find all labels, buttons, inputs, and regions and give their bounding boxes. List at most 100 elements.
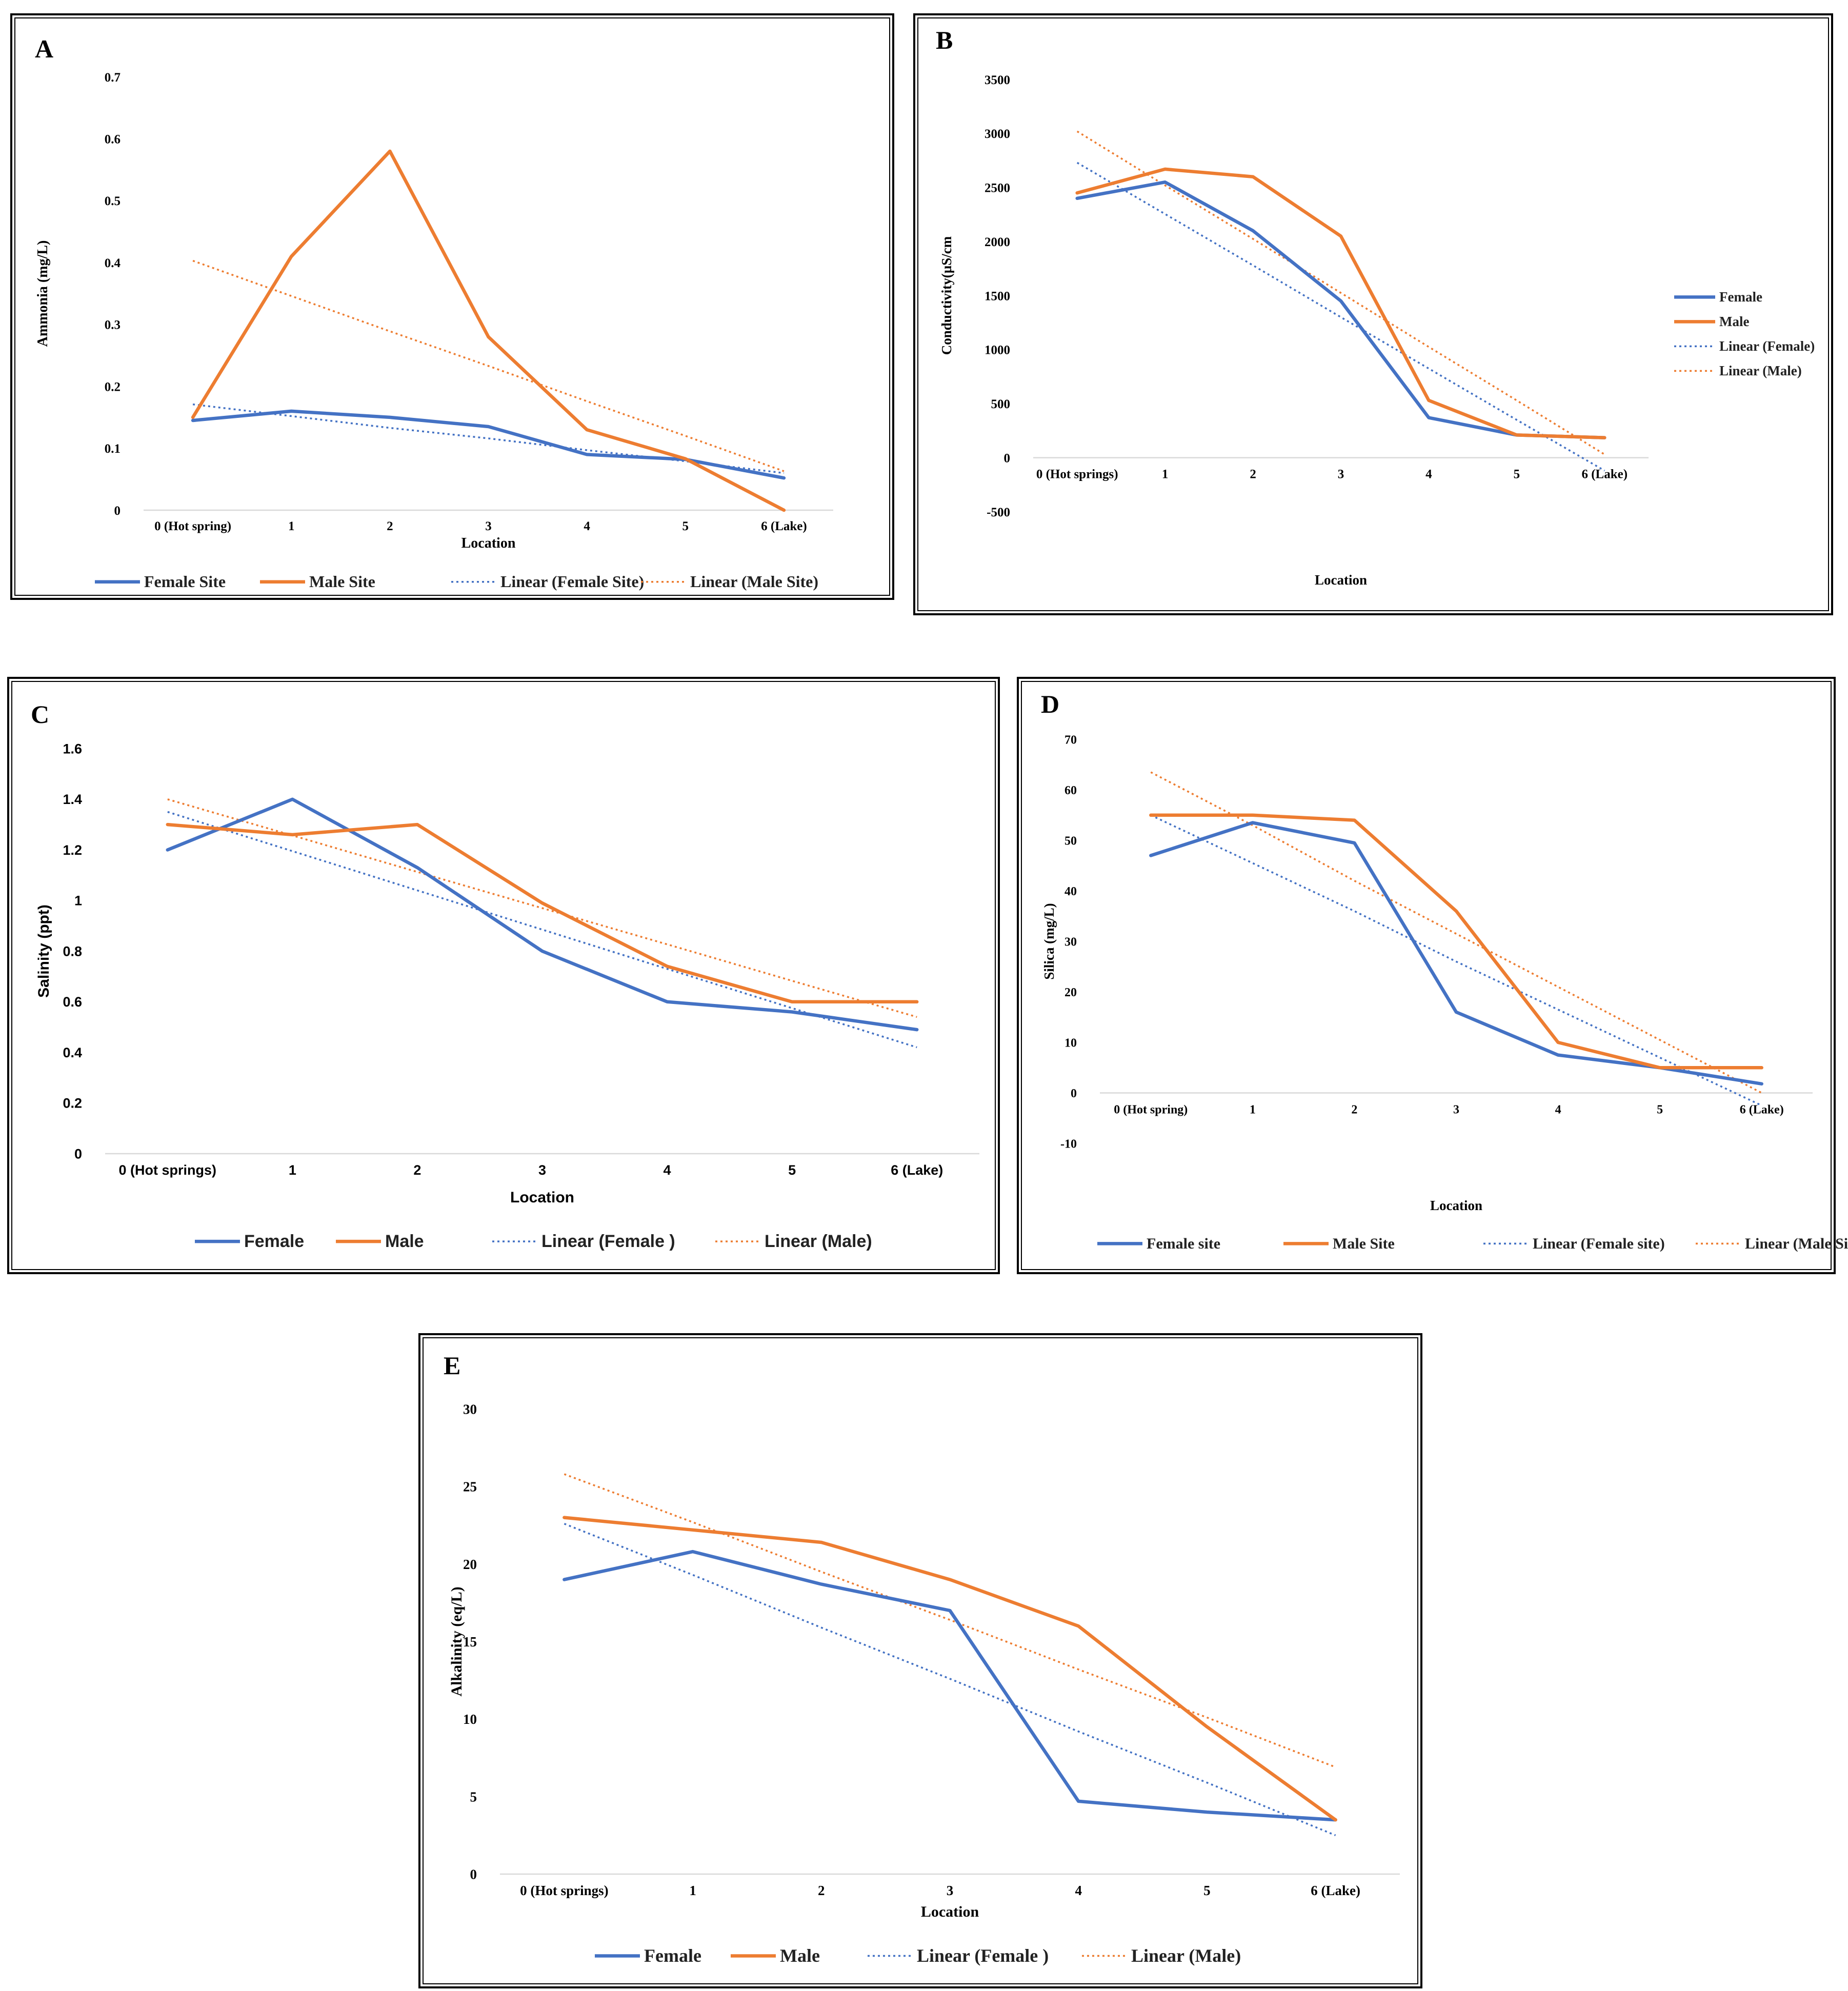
x-axis-title: Location xyxy=(921,1903,979,1920)
legend-label: Linear (Female) xyxy=(1719,338,1815,354)
panel-frame-outer xyxy=(913,13,1833,615)
legend-label: Female site xyxy=(1147,1235,1220,1252)
legend-label: Male xyxy=(385,1232,424,1251)
legend: Female site Male Site Linear (Female site)… xyxy=(1097,1235,1848,1252)
y-tick-label: 1 xyxy=(74,893,82,909)
y-axis-title: Salinity (ppt) xyxy=(35,904,52,998)
y-tick-label: 2000 xyxy=(985,235,1010,249)
legend-label: Linear (Male Site) xyxy=(690,572,818,591)
y-tick-label: 20 xyxy=(1064,986,1077,999)
series-line-linear-female xyxy=(564,1523,1336,1837)
y-tick-label: 0.8 xyxy=(63,943,82,959)
panel-letter: D xyxy=(1041,690,1059,718)
legend: Female Male Linear (Female ) Linear (Male) xyxy=(595,1945,1241,1966)
panel-frame-inner xyxy=(423,1337,1418,1984)
legend: Female Male Linear (Female) Linear (Male) xyxy=(1674,289,1815,378)
y-tick-label: 0.4 xyxy=(63,1045,82,1060)
y-tick-label: 0.4 xyxy=(105,256,121,270)
y-tick-label: 500 xyxy=(991,397,1011,411)
x-tick-label: 2 xyxy=(1250,468,1256,481)
legend-label: Linear (Female Site) xyxy=(500,572,644,591)
legend-item-female: Female xyxy=(195,1232,304,1251)
y-tick-label: 60 xyxy=(1064,784,1077,797)
y-tick-label: 5 xyxy=(470,1789,477,1804)
panel-letter: E xyxy=(444,1351,460,1380)
y-tick-label: 0.1 xyxy=(105,442,120,456)
x-tick-label: 3 xyxy=(485,519,492,533)
y-tick-label: -500 xyxy=(987,506,1010,519)
y-tick-labels: 0 5 10 15 20 25 30 xyxy=(463,1401,477,1882)
panel-frame-outer xyxy=(7,677,1000,1274)
y-tick-label: 0 xyxy=(1071,1087,1077,1100)
legend-item-linear-male-site: Linear (Male Site) xyxy=(641,572,818,591)
chart-panel-c: C 0 0.2 0.4 0.6 0.8 1 1.2 1.4 1.6 0 (Hot springs) 1… xyxy=(7,677,1000,1274)
x-tick-label: 3 xyxy=(538,1162,546,1178)
legend: Female Site Male Site Linear (Female Site)… xyxy=(95,572,818,591)
legend-item-linear-male: Linear (Male) xyxy=(1674,363,1802,378)
y-tick-label: 15 xyxy=(463,1634,477,1650)
panel-letter: C xyxy=(31,700,49,729)
x-tick-label: 3 xyxy=(947,1883,954,1898)
x-tick-label: 1 xyxy=(1250,1103,1256,1117)
y-tick-label: 2500 xyxy=(985,182,1010,195)
series-line-linear-male xyxy=(564,1473,1336,1768)
x-tick-label: 0 (Hot springs) xyxy=(119,1162,217,1178)
legend-label: Linear (Female ) xyxy=(917,1945,1049,1966)
y-tick-label: 30 xyxy=(1064,935,1077,949)
x-tick-label: 4 xyxy=(664,1162,671,1178)
y-tick-label: 10 xyxy=(1064,1036,1077,1050)
x-tick-labels: 0 (Hot springs) 1 2 3 4 5 6 (Lake) xyxy=(119,1162,943,1178)
x-tick-label: 0 (Hot springs) xyxy=(520,1883,609,1898)
y-tick-label: 0 xyxy=(1004,451,1011,465)
panel-frame-inner xyxy=(11,681,996,1270)
y-tick-label: 40 xyxy=(1064,885,1077,898)
x-tick-label: 5 xyxy=(1203,1883,1211,1898)
y-tick-label: 0 xyxy=(470,1866,477,1882)
y-tick-label: 30 xyxy=(463,1401,477,1417)
panel-frame-outer xyxy=(1017,677,1836,1274)
legend-item-linear-female: Linear (Female ) xyxy=(868,1945,1049,1966)
series-line-female xyxy=(563,1550,1337,1822)
series-line-male-site xyxy=(191,149,786,512)
y-tick-label: 0.3 xyxy=(105,318,120,332)
series-line-linear-female-site xyxy=(1150,814,1762,1107)
legend-label: Male xyxy=(1719,314,1749,329)
series-line-male xyxy=(1075,167,1606,439)
y-tick-label: 0.2 xyxy=(105,380,120,394)
y-tick-label: 0 xyxy=(114,504,121,518)
x-tick-label: 5 xyxy=(1657,1103,1663,1117)
y-tick-labels: 0 0.2 0.4 0.6 0.8 1 1.2 1.4 1.6 xyxy=(63,741,82,1161)
x-tick-labels: 0 (Hot springs) 1 2 3 4 5 6 (Lake) xyxy=(1036,468,1628,481)
panel-frame-outer xyxy=(418,1333,1422,1988)
y-tick-label: 1500 xyxy=(985,289,1010,303)
legend-label: Linear (Male) xyxy=(765,1232,872,1251)
series-line-linear-male xyxy=(1076,130,1605,455)
x-tick-label: 0 (Hot spring) xyxy=(154,519,231,533)
chart-panel-d: D -10 0 10 20 30 40 50 60 70 0 (Hot spring) 1 2 3 4 5 6 … xyxy=(1017,677,1848,1274)
x-tick-label: 6 (Lake) xyxy=(1740,1103,1784,1117)
legend-item-linear-female-site: Linear (Female Site) xyxy=(451,572,644,591)
panel-frame-inner xyxy=(1021,681,1832,1270)
y-tick-label: 25 xyxy=(463,1479,477,1495)
series-line-male xyxy=(563,1516,1337,1822)
series-line-linear-male-site xyxy=(192,259,785,472)
x-tick-labels: 0 (Hot spring) 1 2 3 4 5 6 (Lake) xyxy=(154,519,807,533)
y-tick-label: 3500 xyxy=(985,73,1010,87)
legend-label: Linear (Male) xyxy=(1719,363,1802,378)
panel-letter: B xyxy=(936,26,953,54)
x-axis-title: Location xyxy=(1430,1198,1482,1213)
x-tick-label: 0 (Hot springs) xyxy=(1036,468,1118,481)
x-tick-label: 5 xyxy=(788,1162,796,1178)
x-tick-label: 6 (Lake) xyxy=(761,519,807,533)
x-tick-label: 1 xyxy=(289,1162,296,1178)
series-line-female xyxy=(1075,180,1606,439)
panel-letter: A xyxy=(35,34,53,63)
y-axis-title: Silica (mg/L) xyxy=(1041,903,1057,979)
y-axis-title: Ammonia (mg/L) xyxy=(35,240,51,347)
legend-label: Linear (Female ) xyxy=(541,1232,675,1251)
panel-frame-inner xyxy=(14,17,890,596)
legend-label: Female xyxy=(244,1232,304,1251)
legend-item-female: Female xyxy=(1674,289,1762,305)
x-tick-label: 1 xyxy=(288,519,295,533)
